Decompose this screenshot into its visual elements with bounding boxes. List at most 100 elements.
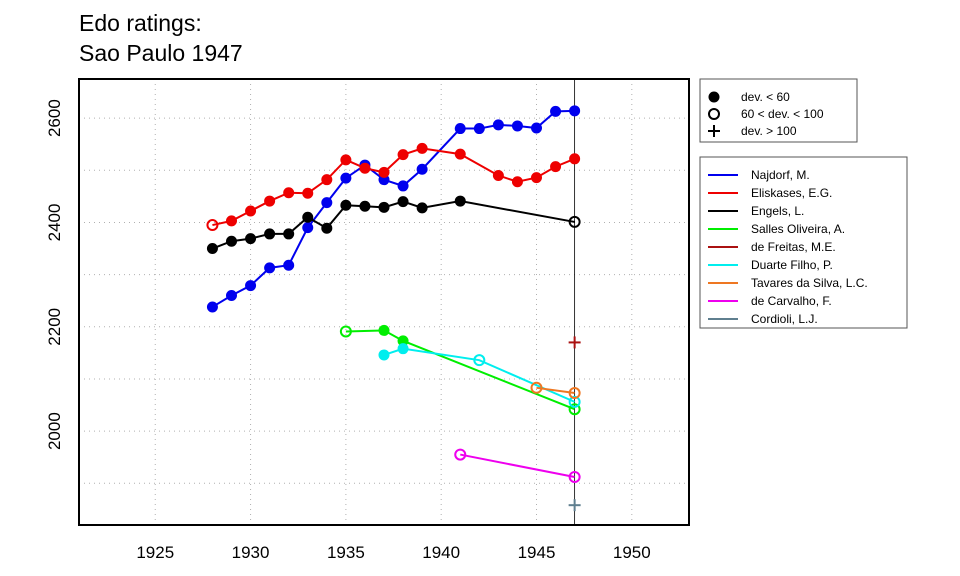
- x-tick-label: 1950: [613, 543, 651, 562]
- data-point: [568, 395, 581, 408]
- data-point: [245, 233, 257, 245]
- marker-legend-label: dev. < 60: [741, 90, 790, 104]
- series-6: [530, 381, 581, 400]
- grid-layer: [79, 79, 689, 525]
- series-line: [460, 453, 575, 478]
- chart-title-block: Edo ratings: Sao Paulo 1947: [79, 8, 243, 68]
- data-point: [359, 162, 371, 174]
- series-8: [568, 499, 581, 512]
- data-point: [340, 172, 352, 184]
- data-point: [568, 215, 581, 228]
- data-point: [531, 122, 542, 134]
- series-4: [568, 336, 581, 349]
- series-3: [339, 324, 581, 416]
- data-point: [531, 172, 542, 184]
- data-point: [454, 195, 466, 207]
- data-point: [416, 202, 428, 214]
- x-tick-label: 1935: [327, 543, 365, 562]
- data-point: [568, 499, 581, 512]
- data-point: [302, 187, 314, 199]
- data-point: [454, 448, 467, 461]
- data-point: [550, 161, 562, 173]
- series-2: [206, 195, 581, 255]
- data-point: [206, 243, 218, 255]
- plot-frame: [78, 78, 690, 526]
- data-point: [226, 289, 237, 301]
- data-point: [397, 196, 409, 208]
- series-0: [206, 105, 581, 313]
- data-point: [569, 153, 581, 165]
- series-5: [378, 343, 581, 408]
- data-point: [511, 120, 523, 132]
- data-point: [339, 325, 352, 338]
- marker-legend-symbol: [708, 108, 720, 120]
- marker-legend-label: dev. > 100: [741, 124, 797, 138]
- data-point: [378, 166, 390, 178]
- x-tick-label: 1925: [136, 543, 174, 562]
- series-line: [212, 147, 576, 227]
- series-legend-label: de Freitas, M.E.: [751, 240, 836, 254]
- data-point: [206, 301, 218, 313]
- marker-legend-label: 60 < dev. < 100: [741, 107, 824, 121]
- data-point: [264, 262, 276, 274]
- data-point: [302, 211, 314, 223]
- data-point: [378, 201, 390, 213]
- data-point: [454, 123, 466, 135]
- data-point: [492, 170, 504, 182]
- data-point: [568, 387, 581, 400]
- data-point: [397, 149, 409, 161]
- data-point: [473, 354, 486, 367]
- y-tick-label: 2400: [45, 204, 64, 242]
- series-legend-label: Cordioli, L.J.: [751, 312, 818, 326]
- x-tick-label: 1940: [422, 543, 460, 562]
- series-layer: [206, 105, 581, 512]
- data-point: [283, 187, 295, 199]
- y-tick-label: 2200: [45, 308, 64, 346]
- marker-legend-symbol: [708, 91, 720, 103]
- y-tick-label: 2600: [45, 99, 64, 137]
- series-line: [345, 329, 575, 411]
- series-7: [454, 448, 581, 484]
- data-point: [283, 228, 295, 240]
- series-line: [211, 109, 575, 308]
- data-point: [340, 154, 352, 166]
- data-point: [226, 215, 237, 227]
- data-point: [378, 324, 390, 336]
- series-legend-label: Salles Oliveira, A.: [751, 222, 845, 236]
- axis-layer: 1925 1930 1935 1940 1945 1950 2000 2200 2400 2600: [45, 78, 690, 562]
- series-line: [536, 386, 575, 395]
- series-line: [383, 347, 576, 403]
- data-point: [206, 219, 219, 232]
- series-1: [206, 142, 581, 232]
- data-point: [492, 119, 504, 131]
- x-tick-label: 1930: [232, 543, 270, 562]
- data-point: [283, 259, 295, 271]
- data-point: [378, 349, 390, 361]
- data-point: [264, 228, 276, 240]
- data-point: [321, 174, 333, 186]
- data-point: [530, 381, 543, 394]
- data-point: [302, 222, 314, 234]
- series-legend-label: Tavares da Silva, L.C.: [751, 276, 868, 290]
- data-point: [550, 105, 562, 117]
- data-point: [245, 280, 257, 292]
- legend-layer: dev. < 60 60 < dev. < 100 dev. > 100 Najdor…: [699, 78, 908, 329]
- data-point: [568, 471, 581, 484]
- marker-legend-box: [699, 78, 858, 143]
- series-legend-box: [699, 156, 908, 329]
- series-legend-label: Duarte Filho, P.: [751, 258, 833, 272]
- data-point: [226, 235, 237, 247]
- series-line: [212, 200, 575, 250]
- data-point: [568, 336, 581, 349]
- y-tick-label: 2000: [45, 412, 64, 450]
- series-legend-label: de Carvalho, F.: [751, 294, 832, 308]
- series-legend-label: Najdorf, M.: [751, 168, 810, 182]
- data-point: [321, 197, 333, 209]
- data-point: [397, 343, 409, 355]
- data-point: [473, 123, 485, 135]
- marker-legend-symbol: [708, 125, 720, 137]
- data-point: [454, 148, 466, 160]
- data-point: [569, 105, 581, 117]
- data-point: [416, 142, 428, 154]
